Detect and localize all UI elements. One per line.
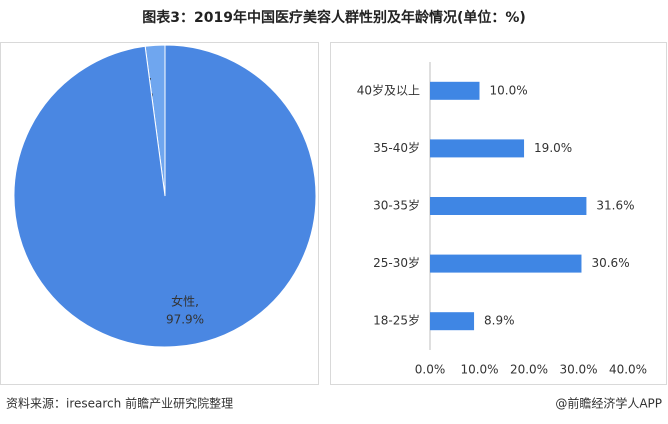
y-tick-label: 40岁及以上 [357,82,420,97]
value-label: 19.0% [534,141,572,155]
value-label: 8.9% [484,314,515,328]
y-tick-label: 30-35岁 [373,198,420,213]
right-panel [330,42,667,385]
x-tick-label: 20.0% [510,363,548,377]
y-tick-label: 18-25岁 [373,313,420,328]
y-tick-label: 35-40岁 [373,140,420,155]
value-label: 10.0% [490,83,528,97]
x-tick-label: 40.0% [609,363,647,377]
title: 图表3：2019年中国医疗美容人群性别及年龄情况(单位：%) [142,9,526,26]
bar [430,139,525,158]
pie-slice [13,44,317,348]
y-tick-label: 25-30岁 [373,255,420,270]
value-label: 31.6% [596,199,634,213]
bar [430,312,475,331]
bar [430,81,480,100]
x-tick-label: 10.0% [460,363,498,377]
pie-value-label: 97.9% [166,313,204,327]
pie-label: 女性, [171,294,199,309]
x-tick-label: 30.0% [559,363,597,377]
x-tick-label: 0.0% [415,363,446,377]
left-panel [0,42,319,385]
bar [430,254,582,273]
bar [430,197,587,215]
credit: @前瞻经济学人APP [555,396,662,411]
value-label: 30.6% [591,256,629,270]
source: 资料来源：iresearch 前瞻产业研究院整理 [6,396,233,411]
